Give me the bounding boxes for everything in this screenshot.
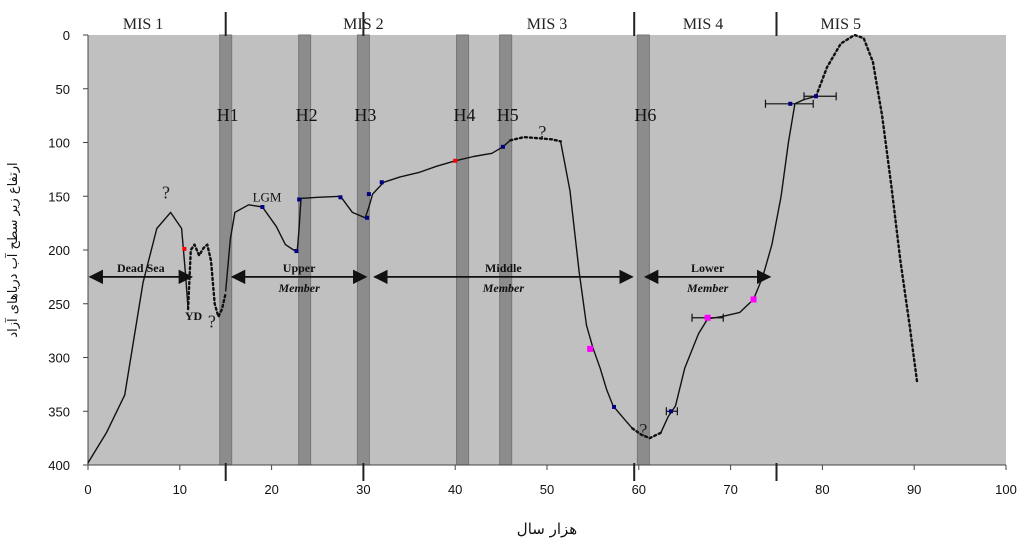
member-label: Member <box>277 281 320 295</box>
heinrich-bands <box>219 34 650 466</box>
x-tick-label: 50 <box>540 482 554 497</box>
member-label: Dead Sea <box>117 261 165 275</box>
data-point <box>500 144 505 149</box>
heinrich-band <box>499 34 513 466</box>
question-mark: ? <box>538 122 546 142</box>
x-tick-label: 70 <box>723 482 737 497</box>
heinrich-band <box>298 34 312 466</box>
data-point <box>294 249 299 254</box>
y-tick-label: 0 <box>63 28 70 43</box>
data-point <box>788 101 793 106</box>
x-tick-label: 60 <box>632 482 646 497</box>
axis-frame: 0 50 100 150 200 250 300 350 400 0 10 20 30 40 50 60 70 8… <box>48 28 1017 497</box>
curve-segment <box>560 141 634 430</box>
y-tick-label: 50 <box>56 82 70 97</box>
mis-label: MIS 2 <box>343 16 383 33</box>
plot-area <box>88 35 1006 465</box>
question-mark: ? <box>208 311 216 331</box>
error-bars <box>665 92 837 416</box>
member-label: Middle <box>485 261 522 275</box>
curve-segment-dotted <box>186 243 227 318</box>
data-point <box>379 180 384 185</box>
y-tick-label: 250 <box>48 297 70 312</box>
data-point <box>338 195 343 200</box>
x-tick-label: 80 <box>815 482 829 497</box>
x-axis-label: هزار سال <box>517 520 577 538</box>
curve-segment <box>660 95 817 434</box>
mis-boundaries <box>224 12 778 481</box>
data-point <box>365 215 370 220</box>
y-tick-label: 400 <box>48 458 70 473</box>
x-tick-label: 30 <box>356 482 370 497</box>
data-point <box>668 409 673 414</box>
y-tick-label: 350 <box>48 404 70 419</box>
y-axis-label: ارتفاع زیر سطح آب دریاهای آزاد <box>4 162 21 337</box>
member-label: Member <box>686 281 729 295</box>
data-point <box>297 197 302 202</box>
heinrich-label: H4 <box>454 105 476 125</box>
heinrich-band <box>456 34 470 466</box>
data-point <box>182 246 187 251</box>
heinrich-label: H5 <box>497 105 519 125</box>
data-point <box>612 404 617 409</box>
chart-labels: H1 H2 H3 H4 H5 H6 MIS 1 MIS 2 MIS 3 MIS 4 MIS 5 Dea… <box>117 16 861 440</box>
mis-label: MIS 1 <box>123 16 163 33</box>
curve-segment <box>224 139 511 292</box>
curve-segment-dotted <box>814 33 919 383</box>
question-mark: ? <box>639 420 647 440</box>
x-tick-label: 20 <box>264 482 278 497</box>
y-tick-label: 300 <box>48 351 70 366</box>
sea-level-curve <box>87 33 919 464</box>
annotation-label: YD <box>185 309 203 323</box>
heinrich-label: H2 <box>296 105 318 125</box>
heinrich-band <box>356 34 370 466</box>
heinrich-label: H3 <box>354 105 376 125</box>
heinrich-label: H6 <box>634 105 656 125</box>
heinrich-band <box>636 34 650 466</box>
x-tick-label: 10 <box>173 482 187 497</box>
member-label: Lower <box>691 261 725 275</box>
mis-label: MIS 3 <box>527 16 567 33</box>
annotation-label: LGM <box>253 190 282 205</box>
data-point <box>453 158 458 163</box>
data-markers <box>182 94 818 414</box>
data-point <box>813 94 818 99</box>
mis-label: MIS 4 <box>683 16 723 33</box>
y-tick-label: 100 <box>48 136 70 151</box>
question-mark: ? <box>162 182 170 202</box>
x-tick-label: 90 <box>907 482 921 497</box>
curve-segment-dotted <box>509 135 562 143</box>
data-point <box>260 205 265 209</box>
data-point <box>587 345 594 352</box>
data-point <box>704 314 711 321</box>
member-label: Upper <box>283 261 316 275</box>
heinrich-label: H1 <box>217 105 239 125</box>
data-point <box>366 192 371 197</box>
curve-segment-dotted <box>631 427 662 440</box>
member-label: Member <box>482 281 525 295</box>
y-tick-label: 150 <box>48 189 70 204</box>
y-tick-label: 200 <box>48 243 70 258</box>
mis-label: MIS 5 <box>821 16 861 33</box>
x-tick-label: 40 <box>448 482 462 497</box>
x-tick-label: 100 <box>995 482 1017 497</box>
curve-segment <box>87 211 189 464</box>
data-point <box>750 296 757 303</box>
x-tick-label: 0 <box>84 482 91 497</box>
